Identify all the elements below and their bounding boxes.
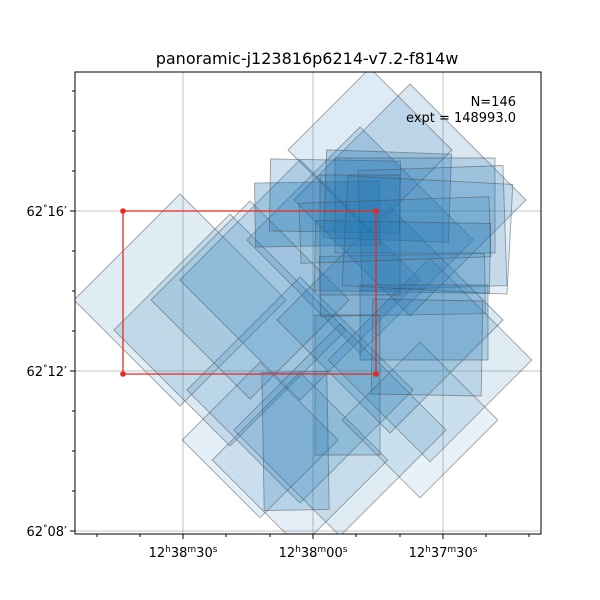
- count-annotation: N=146: [471, 95, 516, 110]
- exposure-footprint: [150, 200, 350, 400]
- exposure-footprint: [254, 180, 381, 248]
- exposure-footprint: [359, 284, 489, 361]
- exposure-footprint: [323, 149, 452, 243]
- selection-corner-marker: [120, 208, 126, 214]
- exposure-annotation: expt = 148993.0: [406, 111, 516, 126]
- exposure-footprint: [211, 371, 389, 534]
- exposure-footprint: [341, 341, 499, 499]
- exposure-footprint: [319, 174, 401, 296]
- selection-corner-marker: [373, 208, 379, 214]
- selection-corner-marker: [120, 371, 126, 377]
- exposure-footprint: [293, 83, 527, 317]
- exposure-footprint: [181, 361, 339, 519]
- chart-title: panoramic-j123816p6214-v7.2-f814w: [156, 49, 459, 68]
- exposure-footprint: [370, 298, 484, 397]
- x-tick-label: 12h38m30s: [149, 545, 218, 561]
- selection-box: [120, 208, 379, 377]
- y-tick-label: 62°08′: [26, 524, 67, 540]
- y-tick-label: 62°16′: [26, 204, 67, 220]
- x-tick-label: 12h38m00s: [279, 545, 348, 561]
- footprint-layer: [75, 72, 533, 534]
- tick-marks: [70, 90, 530, 539]
- exposure-footprint: [341, 175, 514, 295]
- exposure-footprint: [314, 314, 381, 456]
- selection-corner-marker: [373, 371, 379, 377]
- exposure-footprint: [357, 165, 508, 291]
- exposure-footprint: [287, 72, 453, 233]
- exposure-footprint: [298, 196, 492, 264]
- x-tick-label: 12h37m30s: [409, 545, 478, 561]
- plot-frame: [74, 71, 542, 535]
- y-tick-label: 62°12′: [26, 364, 67, 380]
- exposure-footprint: [261, 370, 330, 512]
